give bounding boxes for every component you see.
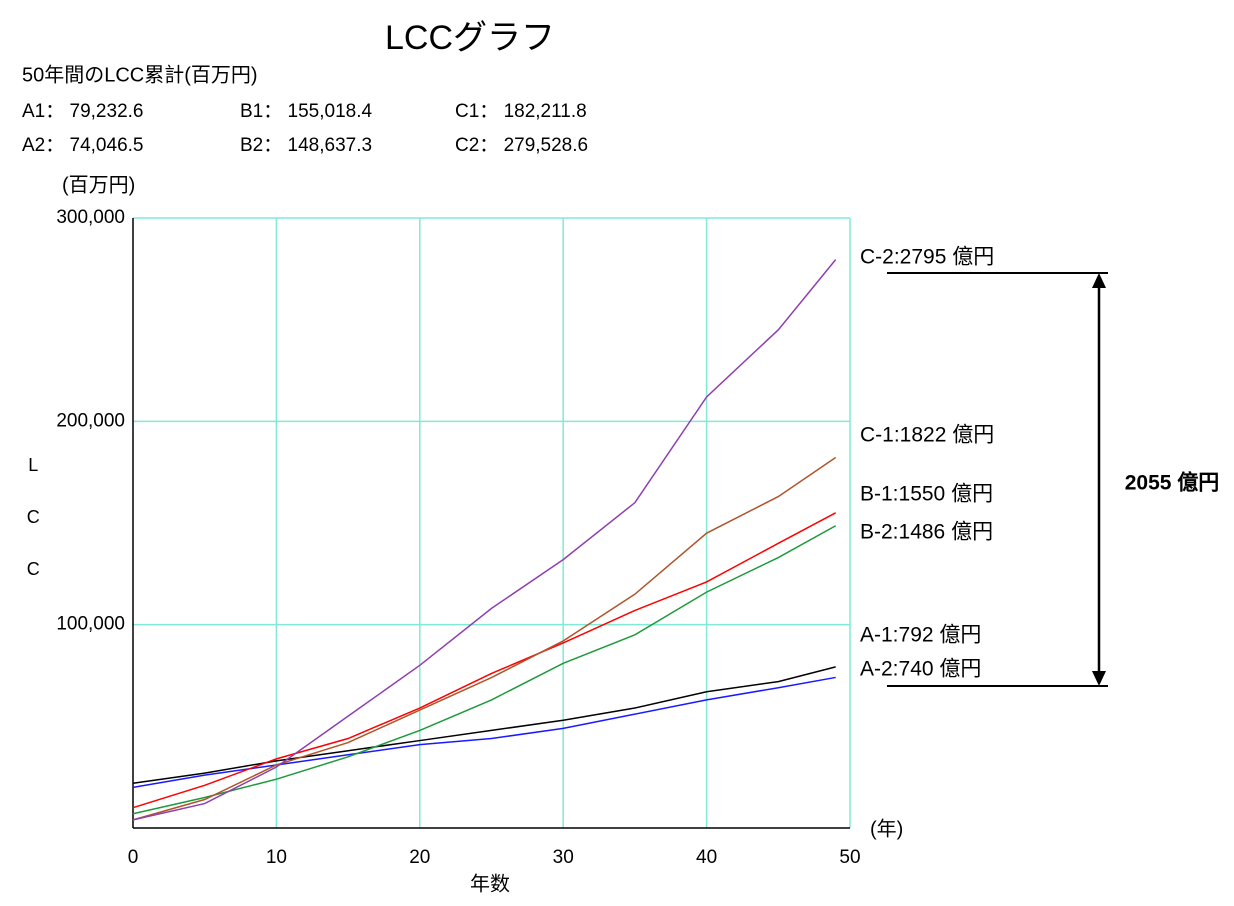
end-label: B-1:1550 億円 — [860, 483, 993, 506]
end-label: C-2:2795 億円 — [860, 246, 994, 269]
end-label: B-2:1486 億円 — [860, 521, 993, 544]
annotation: 2055 億円 — [1125, 471, 1220, 495]
x-tick-label: 20 — [409, 847, 430, 868]
legend-entry: B1： 155,018.4 — [240, 101, 372, 122]
x-tick-label: 10 — [266, 847, 287, 868]
arrow-head — [1092, 671, 1106, 686]
x-tick-label: 40 — [696, 847, 717, 868]
end-label: A-2:740 億円 — [860, 658, 981, 681]
legend-entry: A1： 79,232.6 — [22, 101, 143, 122]
difference-marker — [887, 272, 1108, 687]
legend-entry: C2： 279,528.6 — [455, 135, 588, 156]
legend-entry: C1： 182,211.8 — [455, 101, 587, 122]
x-unit: (年) — [870, 817, 903, 840]
y-unit: (百万円) — [62, 174, 135, 196]
series-line — [132, 676, 836, 789]
legend-entry: A2： 74,046.5 — [22, 135, 143, 156]
x-axis-label: 年数 — [470, 872, 510, 895]
series-line — [132, 666, 836, 785]
y-axis-label: LCC — [23, 455, 43, 611]
y-tick-label: 200,000 — [56, 410, 125, 431]
x-tick-label: 0 — [128, 847, 139, 868]
end-label: A-1:792 億円 — [860, 624, 981, 647]
series-line — [132, 512, 837, 809]
legend-entry: B2： 148,637.3 — [240, 135, 372, 156]
series-line — [132, 456, 837, 821]
arrow-head — [1092, 273, 1106, 288]
chart-subtitle: 50年間のLCC累計(百万円) — [22, 63, 258, 86]
y-tick-label: 100,000 — [56, 614, 125, 635]
end-label: C-1:1822 億円 — [860, 424, 994, 447]
x-tick-label: 30 — [553, 847, 574, 868]
series-line — [132, 525, 837, 815]
y-tick-label: 300,000 — [56, 207, 125, 228]
series-line — [132, 259, 837, 821]
chart-title: LCCグラフ — [385, 19, 555, 57]
x-tick-label: 50 — [839, 847, 860, 868]
